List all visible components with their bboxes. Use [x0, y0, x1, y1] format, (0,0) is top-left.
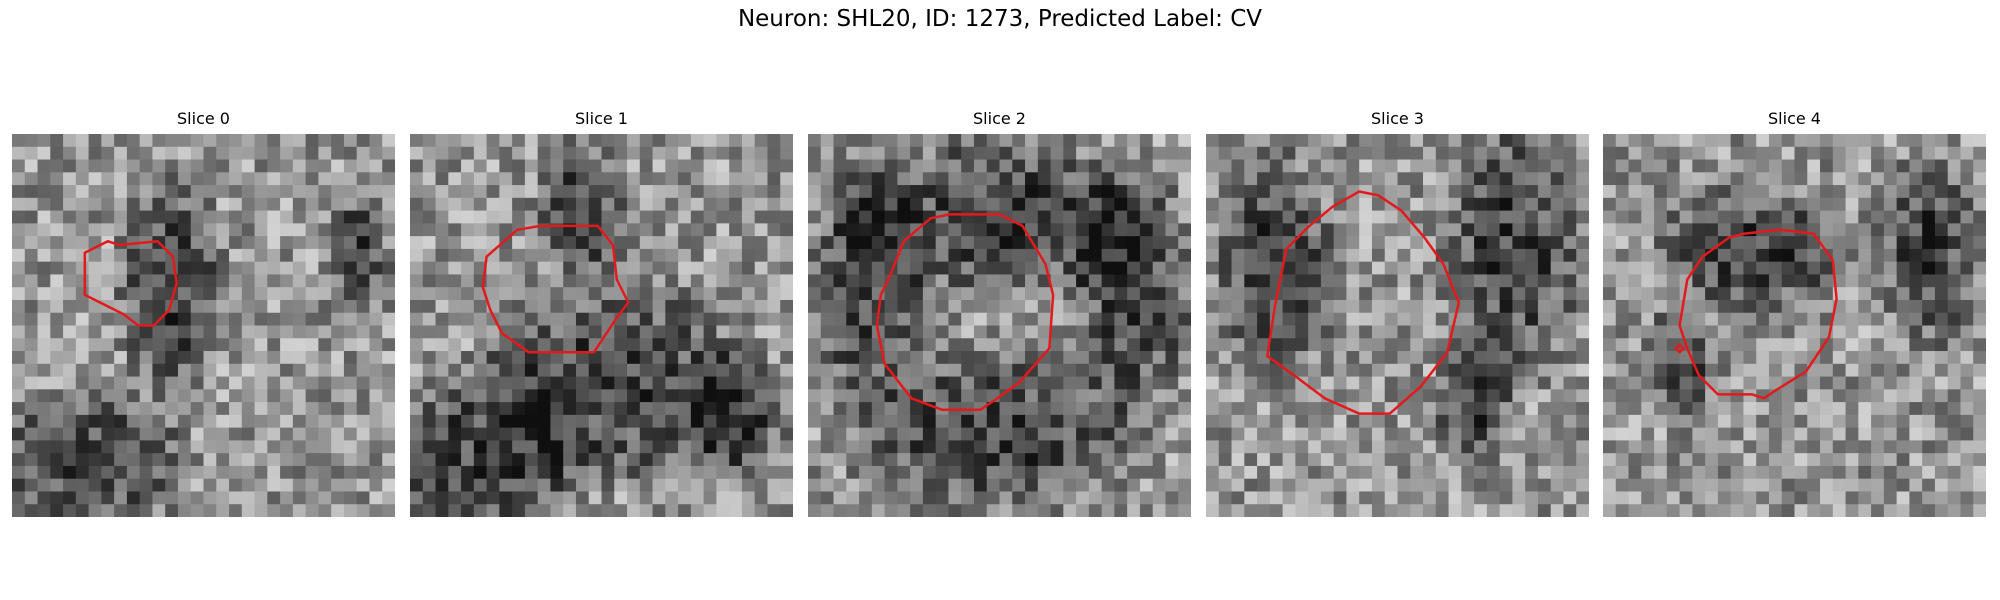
- slice-image: [1603, 134, 1986, 517]
- segmentation-outline-notch: [1674, 343, 1685, 354]
- pixel-grid: [1603, 134, 1986, 517]
- slice-title: Slice 0: [177, 109, 230, 128]
- slice-panel-2: Slice 2: [808, 108, 1191, 517]
- slice-panel-0: Slice 0: [12, 108, 395, 517]
- pixel-grid: [12, 134, 395, 517]
- pixel-grid: [808, 134, 1191, 517]
- slice-title: Slice 1: [575, 109, 628, 128]
- slice-image: [410, 134, 793, 517]
- slice-image: [12, 134, 395, 517]
- slice-panel-4: Slice 4: [1603, 108, 1986, 517]
- segmentation-outline: [83, 239, 178, 327]
- pixel-grid: [410, 134, 793, 517]
- slice-title: Slice 3: [1371, 109, 1424, 128]
- pixel-grid: [1206, 134, 1589, 517]
- slice-image: [1206, 134, 1589, 517]
- segmentation-outline: [1266, 190, 1461, 415]
- slice-image: [808, 134, 1191, 517]
- slice-panel-3: Slice 3: [1206, 108, 1589, 517]
- slice-panel-1: Slice 1: [410, 108, 793, 517]
- segmentation-outline: [481, 224, 630, 354]
- segmentation-outline: [875, 213, 1055, 412]
- segmentation-outline: [1678, 228, 1838, 400]
- slice-title: Slice 2: [973, 109, 1026, 128]
- figure-title: Neuron: SHL20, ID: 1273, Predicted Label…: [737, 6, 1263, 32]
- slice-title: Slice 4: [1768, 109, 1821, 128]
